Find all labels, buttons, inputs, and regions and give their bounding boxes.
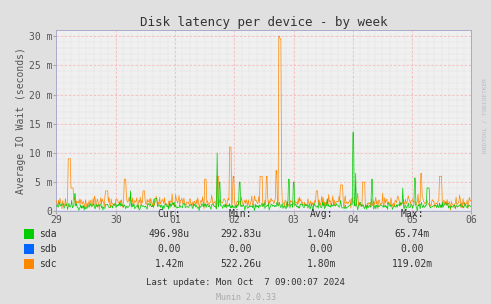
Text: 522.26u: 522.26u [220, 259, 261, 269]
Text: sda: sda [39, 229, 57, 239]
Text: 1.04m: 1.04m [307, 229, 336, 239]
Text: 0.00: 0.00 [158, 244, 181, 254]
Text: 119.02m: 119.02m [392, 259, 433, 269]
Text: Avg:: Avg: [310, 209, 333, 219]
Y-axis label: Average IO Wait (seconds): Average IO Wait (seconds) [16, 47, 26, 194]
Text: 0.00: 0.00 [229, 244, 252, 254]
Title: Disk latency per device - by week: Disk latency per device - by week [140, 16, 388, 29]
Text: 1.42m: 1.42m [155, 259, 184, 269]
Text: RRDTOOL / TOBIOETKER: RRDTOOL / TOBIOETKER [482, 78, 487, 153]
Text: Min:: Min: [229, 209, 252, 219]
Text: 0.00: 0.00 [401, 244, 424, 254]
Text: Max:: Max: [401, 209, 424, 219]
Text: sdc: sdc [39, 259, 57, 269]
Text: Cur:: Cur: [158, 209, 181, 219]
Text: 292.83u: 292.83u [220, 229, 261, 239]
Text: sdb: sdb [39, 244, 57, 254]
Text: Munin 2.0.33: Munin 2.0.33 [216, 293, 275, 302]
Text: Last update: Mon Oct  7 09:00:07 2024: Last update: Mon Oct 7 09:00:07 2024 [146, 278, 345, 287]
Text: 65.74m: 65.74m [395, 229, 430, 239]
Text: 496.98u: 496.98u [149, 229, 190, 239]
Text: 0.00: 0.00 [310, 244, 333, 254]
Text: 1.80m: 1.80m [307, 259, 336, 269]
